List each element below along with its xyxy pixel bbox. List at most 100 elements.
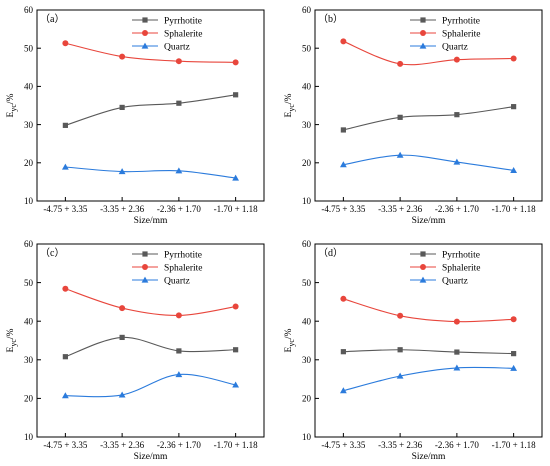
data-point (118, 391, 126, 398)
y-tick-label: 10 (302, 432, 312, 442)
x-tick-label: -2.36 + 1.70 (157, 440, 202, 450)
series-quartz (61, 163, 240, 181)
data-point (340, 295, 347, 302)
y-tick-label: 50 (302, 43, 312, 53)
legend-item: Sphalerite (410, 29, 481, 39)
legend-marker (142, 264, 148, 270)
legend-marker (420, 30, 426, 36)
legend-label: Sphalerite (442, 29, 481, 39)
y-tick-label: 30 (302, 120, 312, 130)
legend-marker (141, 276, 149, 283)
data-point (62, 40, 69, 47)
chart-panel: 10 20 30 40 50 60 -4.75 + 3.35 -3.35 + 2.36 -2.3… (6, 5, 265, 226)
y-axis-title: Eyc/% (284, 93, 296, 117)
data-point (62, 285, 69, 292)
series-line (343, 349, 514, 355)
data-point (176, 100, 182, 106)
series-quartz (61, 371, 240, 399)
y-tick-label: 60 (302, 239, 312, 249)
legend-label: Sphalerite (164, 29, 203, 39)
data-point (119, 334, 125, 341)
data-point (453, 56, 460, 63)
series-line (343, 154, 514, 171)
y-axis-title: Eyc/% (6, 93, 18, 117)
legend-marker (142, 17, 148, 23)
y-tick-label: 10 (24, 432, 34, 442)
series-line (65, 42, 236, 63)
chart-panel: 10 20 30 40 50 60 -4.75 + 3.35 -3.35 + 2.36 -2.3… (284, 5, 543, 226)
series-line (65, 288, 236, 316)
y-tick-label: 20 (24, 394, 34, 404)
series-pyrrhotite (340, 347, 517, 357)
legend-marker (419, 42, 427, 49)
legend-label: Pyrrhotite (442, 250, 480, 260)
x-tick-label: -3.35 + 2.36 (378, 204, 423, 214)
data-point (510, 55, 517, 62)
series-quartz (339, 151, 518, 174)
series-line (343, 366, 514, 392)
plot-frame (314, 9, 543, 202)
legend-label: Quartz (164, 276, 190, 286)
series-line (65, 373, 236, 398)
series-line (343, 106, 514, 131)
series-line (65, 336, 236, 358)
data-point (232, 174, 240, 181)
data-point (511, 351, 517, 357)
series-line (65, 94, 236, 126)
data-point (61, 163, 69, 170)
series-pyrrhotite (62, 334, 239, 360)
y-tick-label: 50 (302, 278, 312, 288)
chart-panel: 10 20 30 40 50 60 -4.75 + 3.35 -3.35 + 2.36 -2.3… (284, 239, 543, 462)
data-point (61, 392, 69, 399)
data-point (232, 303, 239, 310)
legend-label: Pyrrhotite (164, 250, 202, 260)
y-tick-label: 60 (24, 239, 34, 249)
y-tick-label: 20 (302, 394, 312, 404)
data-point (396, 151, 404, 158)
panel-label: （a） (40, 13, 64, 25)
series-sphalerite (340, 295, 517, 325)
data-point (453, 158, 461, 165)
data-point (62, 122, 68, 128)
x-tick-label: -2.36 + 1.70 (435, 440, 480, 450)
legend-label: Quartz (442, 276, 468, 286)
x-tick-label: -2.36 + 1.70 (157, 204, 202, 214)
data-point (340, 349, 346, 355)
legend-marker (420, 264, 426, 270)
legend-item: Pyrrhotite (410, 250, 480, 260)
x-tick-label: -4.75 + 3.35 (43, 440, 88, 450)
y-tick-label: 50 (24, 278, 34, 288)
data-point (118, 168, 126, 175)
y-tick-label: 30 (24, 120, 34, 130)
x-tick-label: -4.75 + 3.35 (321, 440, 366, 450)
legend-marker (419, 276, 427, 283)
legend-item: Sphalerite (410, 263, 481, 273)
series-line (343, 40, 514, 66)
data-point (233, 347, 239, 353)
legend-item: Quartz (410, 42, 468, 52)
legend-label: Pyrrhotite (442, 16, 480, 26)
plot-frame (36, 9, 265, 202)
data-point (339, 161, 347, 168)
data-point (397, 312, 404, 319)
data-point (454, 349, 460, 355)
y-tick-label: 40 (24, 316, 34, 326)
data-point (510, 364, 518, 371)
data-point (511, 104, 517, 110)
y-tick-label: 10 (24, 196, 34, 206)
series-line (343, 298, 514, 323)
data-point (119, 104, 125, 111)
data-point (340, 127, 346, 133)
x-tick-label: -4.75 + 3.35 (321, 204, 366, 214)
legend-item: Quartz (132, 276, 190, 286)
x-axis-title: Size/mm (412, 216, 446, 226)
panel-label: （b） (318, 13, 343, 25)
x-tick-label: -4.75 + 3.35 (43, 204, 88, 214)
x-tick-label: -1.70 + 1.18 (214, 204, 259, 214)
legend-marker (420, 17, 426, 23)
y-tick-label: 40 (24, 82, 34, 92)
legend-label: Sphalerite (164, 263, 203, 273)
y-tick-label: 60 (302, 5, 312, 15)
